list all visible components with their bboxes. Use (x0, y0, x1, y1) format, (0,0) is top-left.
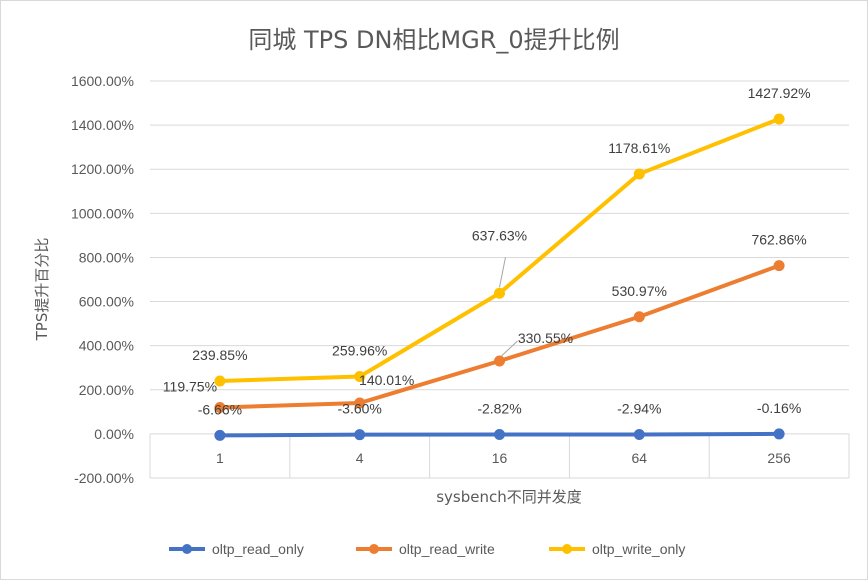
x-axis-ticks: 1 4 16 64 256 (216, 450, 791, 466)
x-axis-title: sysbench不同并发度 (436, 488, 582, 506)
y-axis-ticks: -200.00% 0.00% 200.00% 400.00% 600.00% 800.00… (71, 73, 134, 486)
y-tick-label: 1400.00% (71, 117, 134, 133)
data-label-oltp_write_only: 259.96% (332, 343, 387, 359)
data-label-oltp_read_write: 330.55% (518, 330, 573, 346)
data-label-oltp_read_write: 119.75% (163, 378, 217, 394)
y-tick-label: 200.00% (79, 382, 134, 398)
data-label-oltp_read_write: 762.86% (751, 232, 806, 248)
data-point-oltp_read_write (214, 401, 226, 413)
y-tick-label: -200.00% (74, 470, 134, 486)
data-label-oltp_read_only: -6.66% (198, 401, 242, 417)
y-tick-label: 400.00% (79, 338, 134, 354)
data-point-oltp_read_write (354, 397, 366, 409)
data-label-oltp_write_only: 637.63% (472, 227, 527, 243)
y-tick-label: 0.00% (94, 426, 134, 442)
y-tick-label: 600.00% (79, 294, 134, 310)
legend-label: oltp_write_only (592, 541, 685, 557)
data-point-oltp_write_only (494, 287, 505, 299)
x-tick-label: 4 (356, 450, 364, 466)
data-label-oltp_read_only: -2.94% (617, 401, 661, 417)
data-label-oltp_write_only: 239.85% (192, 347, 247, 363)
legend-label: oltp_read_write (399, 541, 495, 557)
data-point-oltp_read_only (494, 429, 505, 441)
y-tick-label: 1200.00% (71, 161, 134, 177)
data-point-oltp_read_only (773, 428, 785, 440)
chart-title: 同城 TPS DN相比MGR_0提升比例 (248, 26, 619, 54)
legend: oltp_read_only oltp_read_write oltp_write_… (169, 541, 685, 557)
series-line-oltp_write_only (217, 116, 782, 383)
data-point-oltp_write_only (773, 113, 785, 125)
y-tick-label: 800.00% (79, 249, 134, 265)
data-label-oltp_write_only: 1178.61% (608, 140, 670, 156)
data-label-oltp_write_only: 1427.92% (748, 85, 811, 101)
series-layer (214, 113, 785, 441)
y-axis-title: TPS提升百分比 (33, 238, 51, 342)
data-point-oltp_read_write (494, 355, 505, 367)
data-label-oltp_read_write: 140.01% (359, 372, 414, 388)
data-label-oltp_read_write: 530.97% (612, 283, 667, 299)
data-label-oltp_read_only: -0.16% (757, 400, 801, 416)
data-point-oltp_read_write (773, 260, 785, 272)
data-point-oltp_read_only (633, 429, 645, 441)
label-leader-line (501, 340, 518, 357)
data-point-oltp_write_only (633, 168, 645, 180)
data-point-oltp_read_only (354, 429, 366, 441)
data-point-oltp_write_only (354, 371, 366, 383)
x-tick-label: 256 (767, 450, 791, 466)
legend-swatch-marker (369, 544, 379, 554)
data-label-oltp_read_only: -2.82% (477, 401, 521, 417)
data-point-oltp_write_only (214, 375, 226, 387)
x-tick-label: 1 (216, 450, 224, 466)
label-leader-line (499, 257, 506, 288)
y-tick-label: 1000.00% (71, 205, 134, 221)
x-tick-label: 16 (492, 450, 508, 466)
data-labels: -6.66% -3.60% -2.82% -2.94% -0.16% 119.75% 140… (163, 85, 811, 417)
legend-swatch-marker (562, 544, 572, 554)
legend-swatch-marker (182, 544, 192, 554)
y-tick-label: 1600.00% (71, 73, 134, 89)
data-point-oltp_read_only (214, 429, 226, 441)
data-point-oltp_read_write (633, 311, 645, 323)
legend-label: oltp_read_only (212, 541, 304, 557)
x-tick-label: 64 (632, 450, 648, 466)
data-label-oltp_read_only: -3.60% (338, 401, 382, 417)
